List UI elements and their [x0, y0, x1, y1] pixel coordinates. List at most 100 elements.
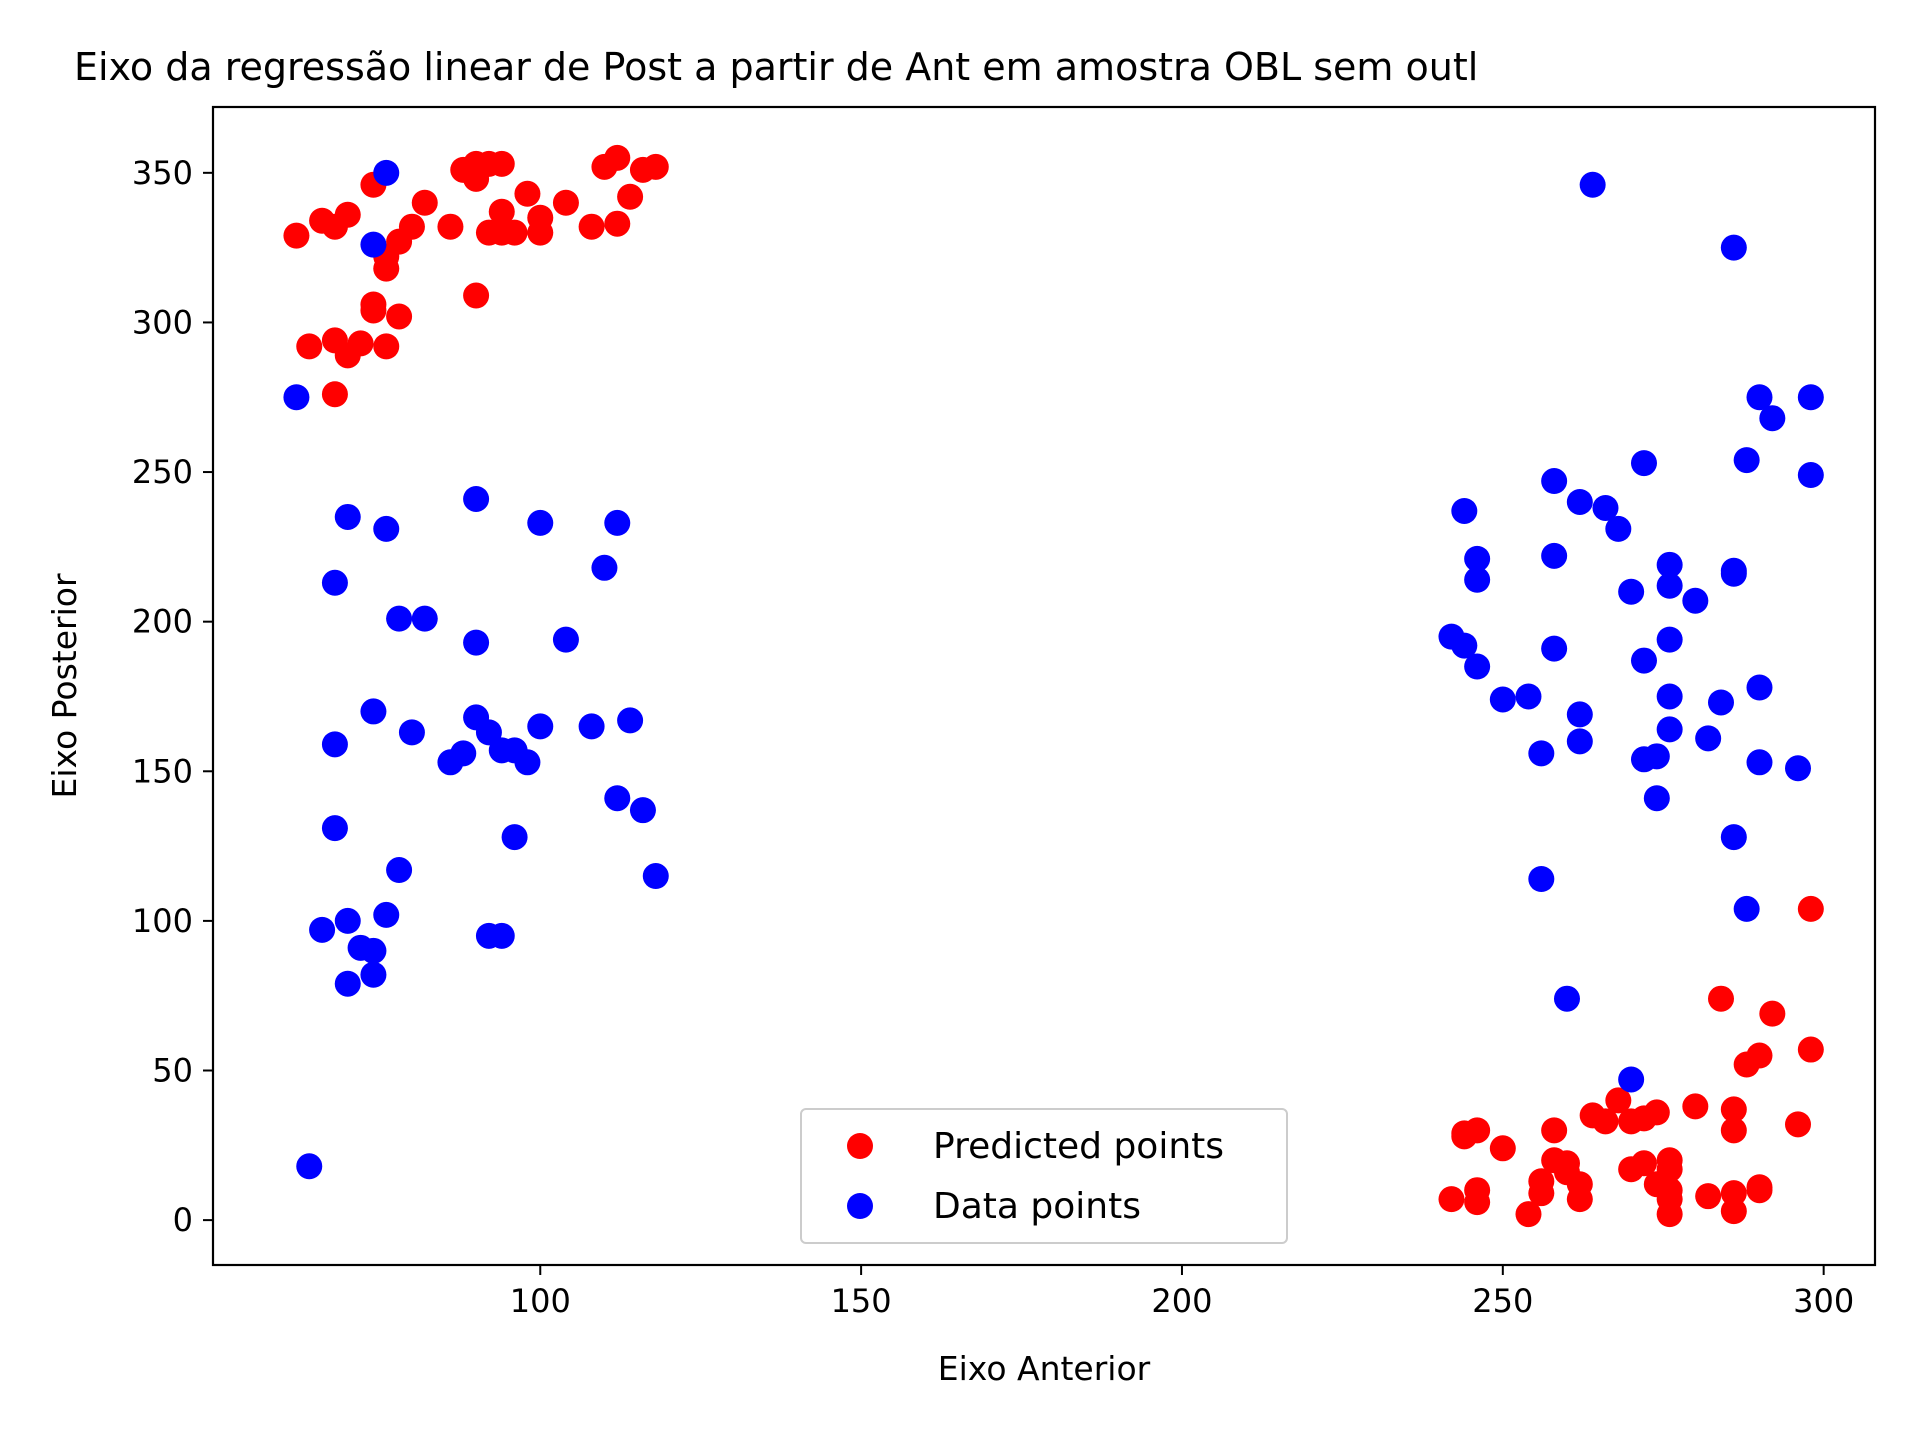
- data-point: [1720, 234, 1747, 261]
- predicted-point: [347, 330, 374, 357]
- x-tick-label: 200: [1151, 1282, 1212, 1320]
- data-point: [373, 515, 400, 542]
- x-tick-label: 100: [510, 1282, 571, 1320]
- predicted-point: [1656, 1201, 1683, 1228]
- predicted-point: [1720, 1198, 1747, 1225]
- y-tick-label: 50: [152, 1052, 193, 1090]
- data-marks: [283, 144, 1824, 1228]
- data-point: [386, 605, 413, 632]
- data-point: [1707, 689, 1734, 716]
- predicted-point: [1515, 1201, 1542, 1228]
- data-point: [450, 740, 477, 767]
- predicted-point: [604, 144, 631, 171]
- legend-box: [800, 1108, 1288, 1244]
- predicted-point: [1438, 1186, 1465, 1213]
- data-point: [321, 569, 348, 596]
- legend-label-data: Data points: [933, 1186, 1141, 1227]
- data-point: [1553, 985, 1580, 1012]
- data-point: [373, 901, 400, 928]
- data-point: [360, 231, 387, 258]
- y-axis: 0 50 100 150 200 250 300 350: [132, 154, 213, 1239]
- data-point: [1720, 560, 1747, 587]
- predicted-point: [642, 153, 669, 180]
- data-point: [552, 626, 579, 653]
- data-point: [1489, 686, 1516, 713]
- predicted-point: [527, 204, 554, 231]
- data-point: [1630, 647, 1657, 674]
- data-point: [1759, 405, 1786, 432]
- predicted-point: [1464, 1117, 1491, 1144]
- data-point: [309, 916, 336, 943]
- data-point: [1630, 450, 1657, 477]
- data-point: [1656, 551, 1683, 578]
- data-point: [488, 922, 515, 949]
- data-point: [1733, 447, 1760, 474]
- data-point: [463, 485, 490, 512]
- data-point: [1643, 785, 1670, 812]
- data-point: [591, 554, 618, 581]
- data-point: [642, 863, 669, 890]
- data-point: [629, 797, 656, 824]
- predicted-point: [1489, 1135, 1516, 1162]
- data-point: [1579, 171, 1606, 198]
- data-point: [1541, 468, 1568, 495]
- predicted-point: [617, 183, 644, 210]
- data-point: [514, 749, 541, 776]
- x-tick-label: 250: [1472, 1282, 1533, 1320]
- data-point: [1592, 494, 1619, 521]
- data-point: [1464, 545, 1491, 572]
- data-point: [1695, 725, 1722, 752]
- legend: Predicted points Data points: [800, 1108, 1288, 1244]
- predicted-point: [398, 213, 425, 240]
- predicted-point: [578, 213, 605, 240]
- chart-title: Eixo da regressão linear de Post a parti…: [74, 45, 1478, 89]
- legend-label-predicted: Predicted points: [933, 1126, 1224, 1167]
- data-point: [1566, 488, 1593, 515]
- plot-frame: [211, 105, 1877, 1267]
- predicted-point: [604, 210, 631, 237]
- data-point: [1528, 866, 1555, 892]
- data-point: [360, 698, 387, 725]
- data-point: [1797, 462, 1824, 489]
- series-predicted-points: [283, 144, 1824, 1228]
- predicted-point: [1797, 1036, 1824, 1063]
- predicted-point: [552, 189, 579, 216]
- data-point: [1784, 755, 1811, 782]
- series-data-points: [283, 159, 1824, 1180]
- legend-marker-predicted: [847, 1133, 873, 1159]
- predicted-point: [1797, 895, 1824, 922]
- y-axis-label: Eixo Posterior: [45, 573, 84, 798]
- predicted-point: [283, 222, 310, 249]
- data-point: [1656, 626, 1683, 653]
- predicted-point: [1592, 1108, 1619, 1135]
- data-point: [1733, 895, 1760, 922]
- data-point: [1566, 701, 1593, 728]
- data-point: [334, 503, 361, 530]
- data-point: [578, 713, 605, 740]
- data-point: [1451, 632, 1478, 659]
- data-point: [1618, 1066, 1645, 1093]
- data-point: [1797, 384, 1824, 411]
- predicted-point: [386, 303, 413, 330]
- predicted-point: [1528, 1168, 1555, 1195]
- predicted-point: [488, 150, 515, 177]
- y-tick-label: 200: [132, 603, 193, 641]
- predicted-point: [1541, 1117, 1568, 1144]
- data-point: [1656, 716, 1683, 743]
- predicted-point: [1566, 1186, 1593, 1213]
- predicted-point: [514, 180, 541, 207]
- predicted-point: [1759, 1000, 1786, 1027]
- data-point: [334, 907, 361, 934]
- data-point: [1746, 384, 1773, 411]
- data-point: [1451, 497, 1478, 524]
- y-tick-label: 0: [173, 1201, 193, 1239]
- predicted-point: [1656, 1156, 1683, 1183]
- data-point: [1746, 749, 1773, 776]
- data-point: [373, 159, 400, 186]
- data-point: [1656, 572, 1683, 599]
- y-tick-label: 150: [132, 752, 193, 790]
- x-tick-label: 150: [831, 1282, 892, 1320]
- data-point: [501, 824, 528, 851]
- predicted-point: [296, 333, 323, 360]
